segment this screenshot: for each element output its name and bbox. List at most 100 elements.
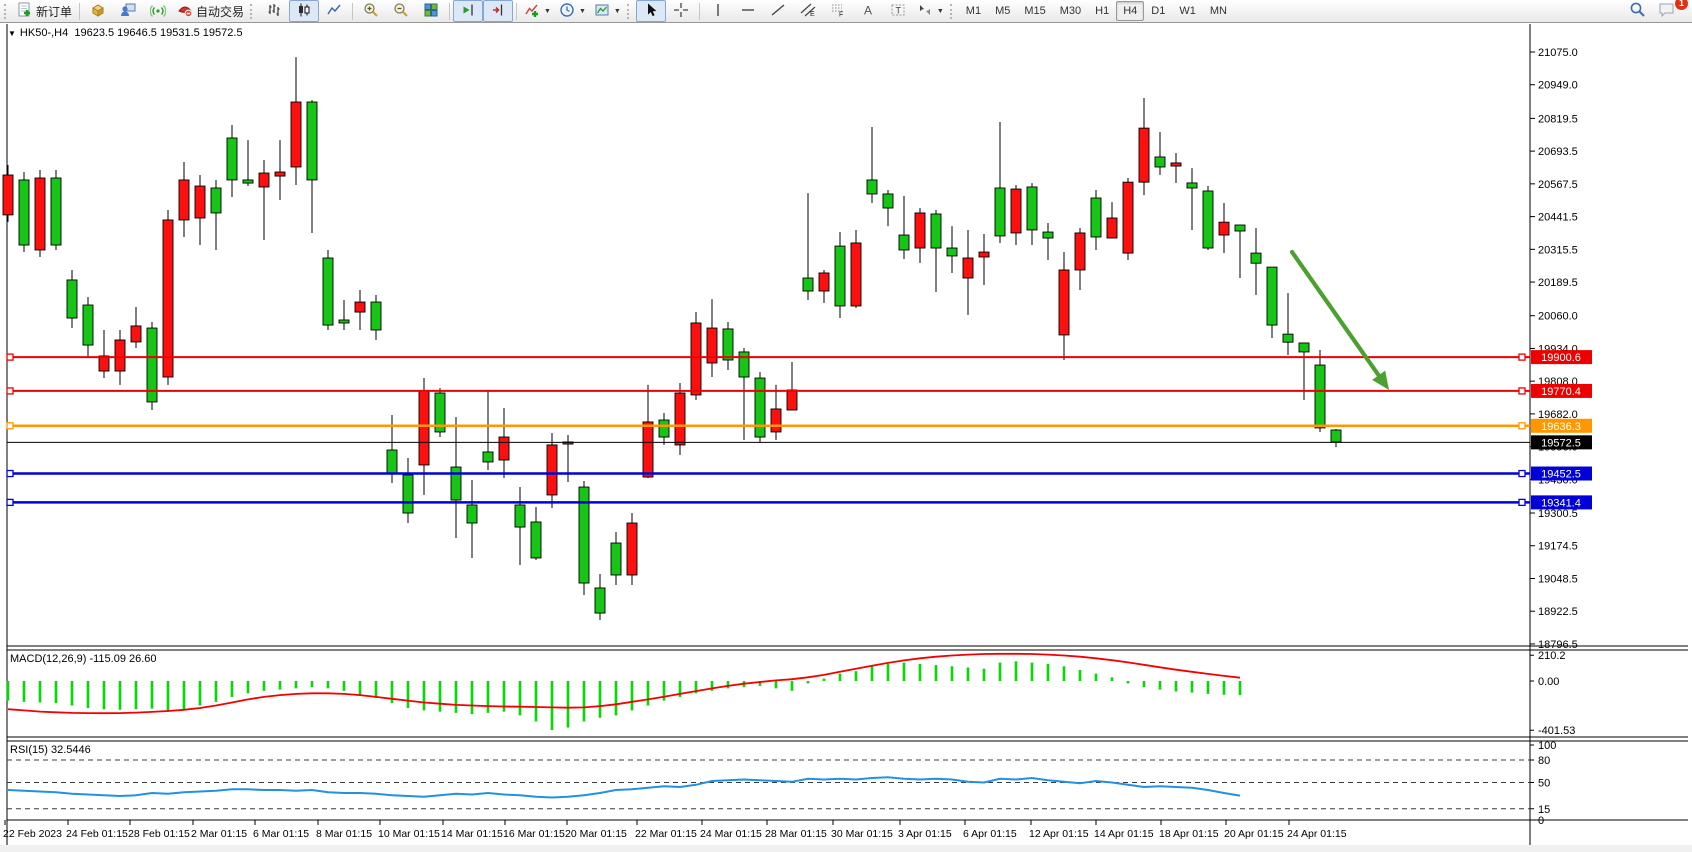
auto-trading-button[interactable]: 自动交易 xyxy=(173,0,248,22)
chevron-down-icon: ▼ xyxy=(578,7,586,15)
time-tick-label: 6 Mar 01:15 xyxy=(253,828,309,840)
search-button[interactable] xyxy=(1622,0,1652,22)
time-tick-label: 14 Mar 01:15 xyxy=(441,828,503,840)
price-label-text: 19572.5 xyxy=(1541,437,1581,449)
clock-icon xyxy=(559,2,575,21)
price-tick-label: 19682.0 xyxy=(1538,409,1578,421)
indicators-button[interactable]: ▼ xyxy=(520,0,555,22)
arrows-button[interactable]: ▼ xyxy=(913,0,948,22)
trend-arrow[interactable] xyxy=(1289,249,1389,390)
channel-icon: E xyxy=(800,2,816,21)
line-handle[interactable] xyxy=(1518,498,1526,507)
candle-body xyxy=(1122,181,1134,254)
tile-windows-button[interactable] xyxy=(416,0,446,22)
period-D1[interactable]: D1 xyxy=(1151,5,1166,17)
chart-ohlc-values: 19623.5 19646.5 19531.5 19572.5 xyxy=(74,27,243,39)
candle-body xyxy=(226,137,238,181)
price-tick-label: 20315.5 xyxy=(1538,244,1578,256)
candle-body xyxy=(1266,266,1278,326)
candle-body xyxy=(818,272,830,292)
candle-body xyxy=(738,351,750,378)
svg-text:T: T xyxy=(895,5,901,15)
candle-body xyxy=(386,449,398,474)
candle-body xyxy=(1074,232,1086,271)
svg-text:A: A xyxy=(864,3,872,17)
indicator-axis: 210.2 0.00 -401.53 100 80 50 150 xyxy=(1530,650,1575,827)
line-handle[interactable] xyxy=(6,353,14,361)
candle-body xyxy=(674,392,686,446)
separator xyxy=(449,2,451,20)
candle-body xyxy=(162,219,174,378)
new-order-button[interactable]: 新订单 xyxy=(13,0,76,22)
line-handle[interactable] xyxy=(6,469,14,478)
rsi-tick-label: 80 xyxy=(1538,755,1550,767)
candle-body xyxy=(1282,333,1294,343)
candle-body xyxy=(402,474,414,514)
candle-body xyxy=(98,355,110,372)
period-M15[interactable]: M15 xyxy=(1024,5,1046,17)
period-W1[interactable]: W1 xyxy=(1179,5,1196,17)
svg-text:F: F xyxy=(839,11,843,18)
line-handle[interactable] xyxy=(6,387,14,395)
price-tick-label: 19174.5 xyxy=(1538,541,1578,553)
candlestick-chart-button[interactable] xyxy=(289,0,320,22)
equidistant-channel-button[interactable]: E xyxy=(793,0,823,22)
separator xyxy=(352,2,354,20)
period-M30[interactable]: M30 xyxy=(1059,5,1082,17)
candle-body xyxy=(530,521,542,559)
period-M5[interactable]: M5 xyxy=(995,5,1011,17)
line-handle[interactable] xyxy=(1518,422,1526,430)
line-handle[interactable] xyxy=(1518,387,1526,395)
text-button[interactable]: A xyxy=(853,0,883,22)
candle-body xyxy=(418,390,430,466)
bar-chart-button[interactable] xyxy=(259,0,289,22)
zoom-in-button[interactable] xyxy=(356,0,386,22)
price-tick-label: 20441.5 xyxy=(1538,212,1578,224)
navigator-button[interactable] xyxy=(113,0,143,22)
data-window-button[interactable] xyxy=(83,0,113,22)
candle-body xyxy=(274,171,286,177)
line-handle[interactable] xyxy=(1518,353,1526,361)
candle-body xyxy=(898,234,910,251)
text-label-button[interactable]: T xyxy=(883,0,913,22)
templates-button[interactable]: ▼ xyxy=(590,0,625,22)
trendline-button[interactable] xyxy=(763,0,793,22)
period-H1[interactable]: H1 xyxy=(1095,5,1110,17)
auto-scroll-button[interactable] xyxy=(453,0,484,22)
cursor-button[interactable] xyxy=(635,0,666,22)
signal-button[interactable] xyxy=(143,0,173,22)
line-chart-button[interactable] xyxy=(319,0,349,22)
chart-window[interactable]: 21075.0 20949.0 20819.5 20693.5 20567.5 20441… xyxy=(0,23,1692,852)
chart-header: ▼ HK50-,H4 19623.5 19646.5 19531.5 19572.… xyxy=(8,27,243,39)
price-label-text: 19341.4 xyxy=(1541,497,1581,509)
period-H4[interactable]: H4 xyxy=(1116,1,1145,21)
time-tick-label: 22 Mar 01:15 xyxy=(635,828,697,840)
zoom-out-button[interactable] xyxy=(386,0,416,22)
horizontal-line-button[interactable] xyxy=(733,0,763,22)
line-handle[interactable] xyxy=(6,422,14,430)
chart-shift-button[interactable] xyxy=(483,0,514,22)
time-tick-label: 22 Feb 2023 xyxy=(3,828,62,840)
period-MN[interactable]: MN xyxy=(1209,5,1227,17)
line-handle[interactable] xyxy=(6,498,14,507)
macd-tick-label: 0.00 xyxy=(1538,676,1559,688)
chart-canvas[interactable]: 21075.0 20949.0 20819.5 20693.5 20567.5 20441… xyxy=(0,23,1692,852)
fibonacci-button[interactable]: F xyxy=(823,0,853,22)
price-tick-label: 18922.5 xyxy=(1538,606,1578,618)
vertical-line-button[interactable] xyxy=(703,0,733,22)
collapse-triangle-icon[interactable]: ▼ xyxy=(8,29,16,38)
candle-body xyxy=(210,187,222,214)
candle-body xyxy=(690,322,702,396)
rsi-tick-label: 15 xyxy=(1538,804,1550,816)
time-tick-label: 28 Mar 01:15 xyxy=(765,828,827,840)
period-M1[interactable]: M1 xyxy=(965,5,982,17)
candle-body xyxy=(1010,188,1022,234)
notifications-button[interactable]: 1 xyxy=(1652,0,1688,22)
crosshair-button[interactable] xyxy=(666,0,696,22)
candle-body xyxy=(242,179,254,184)
price-axis: 21075.0 20949.0 20819.5 20693.5 20567.5 20441… xyxy=(1530,47,1578,651)
period-menu-button[interactable]: ▼ xyxy=(555,0,590,22)
text-label-icon: T xyxy=(890,2,906,21)
line-handle[interactable] xyxy=(1518,469,1526,478)
candle-body xyxy=(1298,342,1310,353)
